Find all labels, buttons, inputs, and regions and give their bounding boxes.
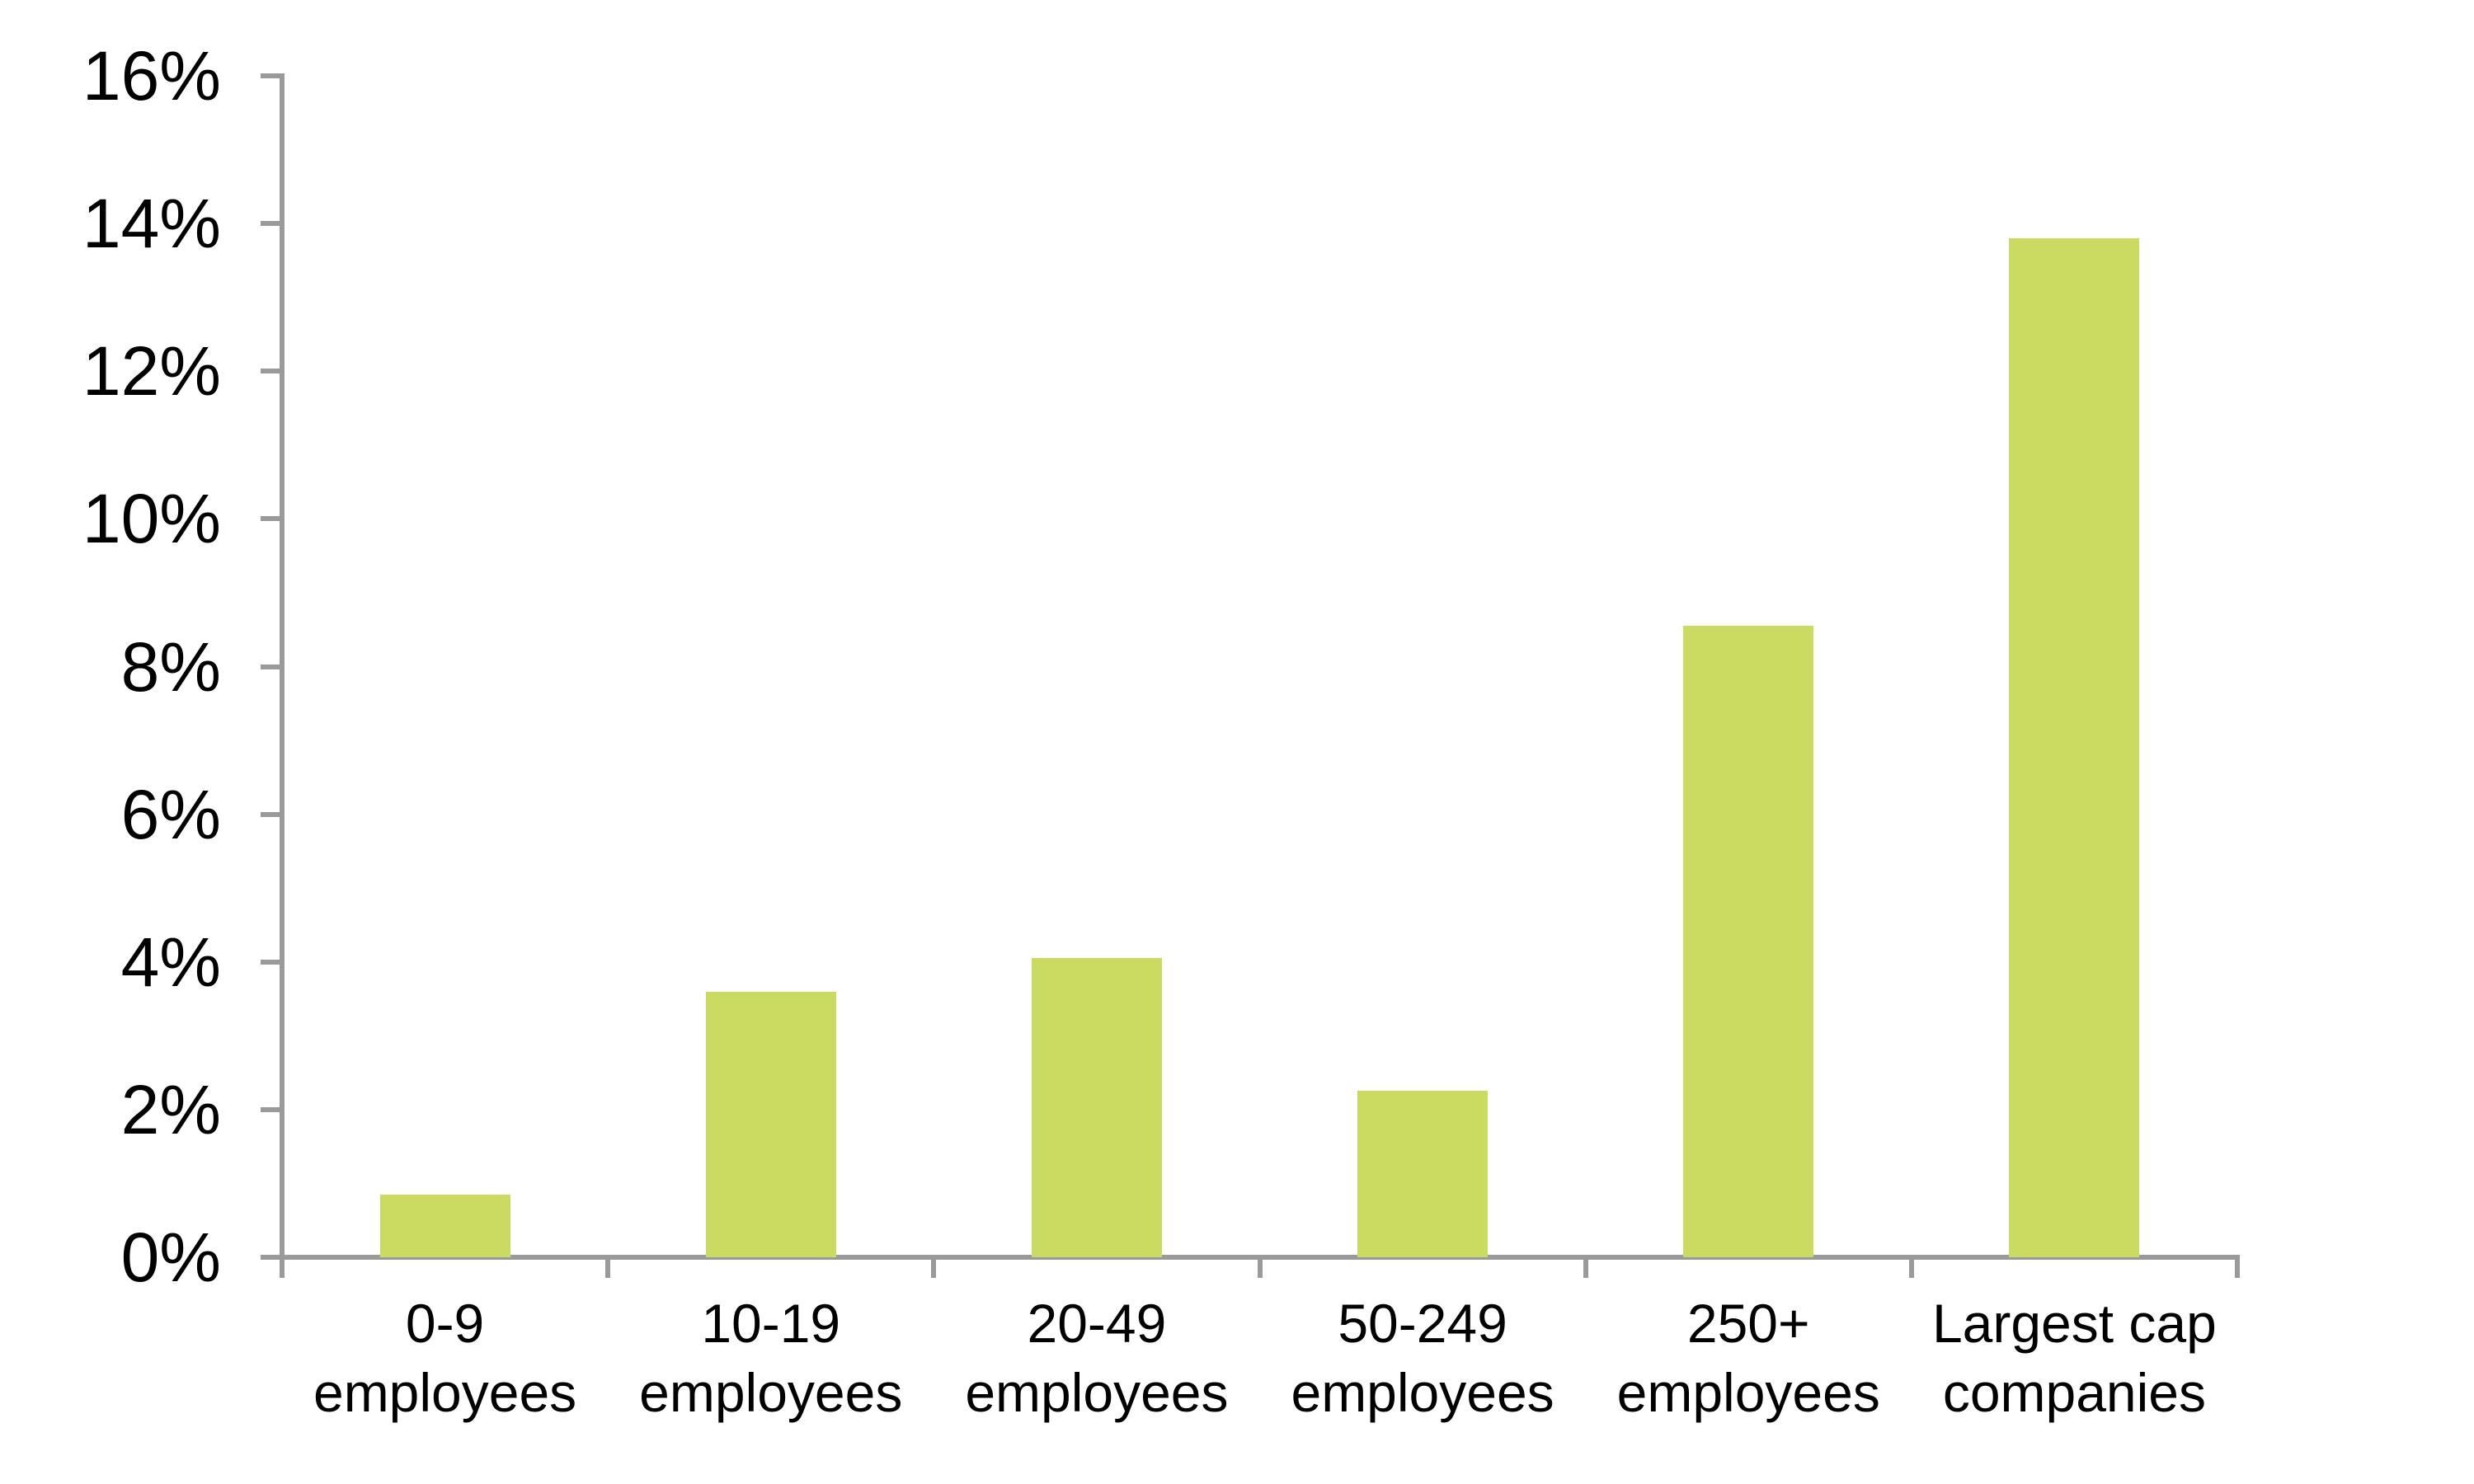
x-axis-tick xyxy=(931,1260,937,1278)
x-axis-tick xyxy=(605,1260,611,1278)
bar xyxy=(1031,958,1162,1257)
y-axis-tick-label: 0% xyxy=(120,1219,221,1296)
x-axis-tick xyxy=(280,1260,285,1278)
y-axis-line xyxy=(280,73,285,1260)
x-axis-tick xyxy=(2235,1260,2240,1278)
y-axis-tick xyxy=(261,811,282,817)
y-axis-tick xyxy=(261,516,282,522)
y-axis-tick-label: 6% xyxy=(120,775,221,853)
y-axis-tick xyxy=(261,221,282,227)
x-axis-category-label: 50-249 employees xyxy=(1291,1293,1554,1423)
y-axis-tick xyxy=(261,959,282,965)
bar xyxy=(1357,1091,1489,1257)
y-axis-tick xyxy=(261,1106,282,1112)
x-axis-line xyxy=(280,1255,2240,1260)
y-axis-tick xyxy=(261,73,282,78)
bar xyxy=(2009,238,2140,1257)
x-axis-category-label: 10-19 employees xyxy=(639,1293,903,1423)
bar xyxy=(379,1194,510,1257)
x-axis-category-label: Largest cap companies xyxy=(1931,1293,2217,1423)
x-axis-category-label: 0-9 employees xyxy=(313,1293,577,1423)
y-axis-tick-label: 2% xyxy=(120,1070,221,1148)
x-axis-category-label: 20-49 employees xyxy=(965,1293,1229,1423)
y-axis-tick-label: 14% xyxy=(82,185,221,263)
y-axis-tick-label: 16% xyxy=(82,37,221,115)
y-axis-tick xyxy=(261,1255,282,1260)
y-axis-tick-label: 4% xyxy=(120,923,221,1001)
y-axis-tick-label: 8% xyxy=(120,627,221,706)
bar xyxy=(1683,626,1814,1257)
y-axis-tick xyxy=(261,369,282,374)
bar xyxy=(705,991,836,1257)
y-axis-tick-label: 12% xyxy=(82,332,221,411)
y-axis-tick xyxy=(261,664,282,669)
x-axis-tick xyxy=(1257,1260,1263,1278)
x-axis-tick xyxy=(1908,1260,1914,1278)
x-axis-category-label: 250+ employees xyxy=(1616,1293,1880,1423)
y-axis-tick-label: 10% xyxy=(82,480,221,558)
x-axis-tick xyxy=(1583,1260,1588,1278)
